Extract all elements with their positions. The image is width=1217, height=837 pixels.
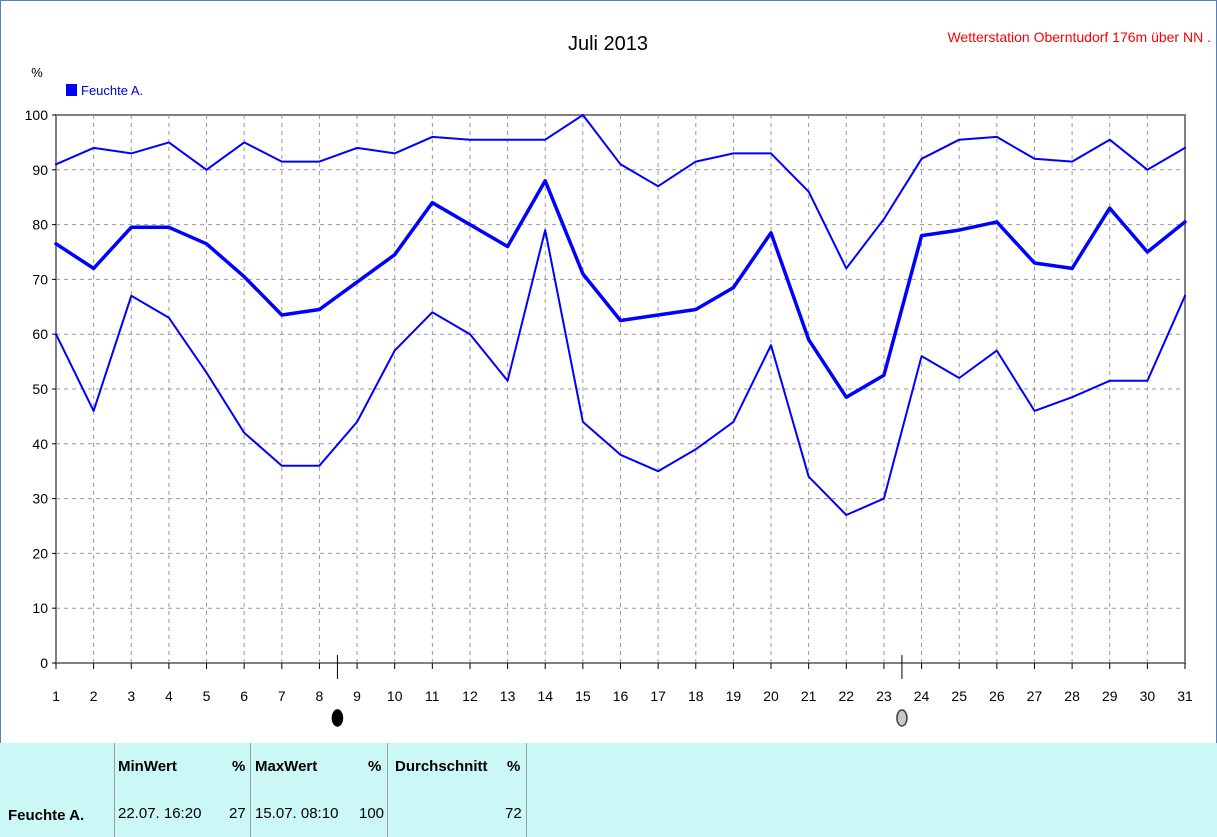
grid [56, 115, 1185, 663]
x-tick-label: 3 [127, 688, 135, 704]
x-tick-label: 1 [52, 688, 60, 704]
y-tick-label: 90 [32, 162, 48, 178]
x-tick-label: 27 [1027, 688, 1043, 704]
max-header: MaxWert [255, 758, 318, 775]
x-tick-label: 10 [387, 688, 403, 704]
x-tick-label: 17 [650, 688, 666, 704]
x-tick-label: 2 [90, 688, 98, 704]
x-tick-label: 28 [1064, 688, 1080, 704]
full-moon-icon [331, 709, 344, 727]
min-time: 22.07. 16:20 [118, 805, 202, 822]
y-tick-label: 80 [32, 217, 48, 233]
x-tick-label: 7 [278, 688, 286, 704]
avg-header: Durchschnitt [395, 758, 488, 775]
y-tick-label: 0 [40, 655, 48, 671]
min-value: 27 [229, 805, 246, 822]
y-tick-label: 20 [32, 545, 48, 561]
x-tick-label: 8 [316, 688, 324, 704]
y-tick-label: 30 [32, 491, 48, 507]
avg-unit-header: % [507, 758, 521, 775]
x-tick-label: 11 [425, 688, 440, 704]
x-tick-label: 15 [575, 688, 591, 704]
y-tick-label: 60 [32, 326, 48, 342]
max-time: 15.07. 08:10 [255, 805, 339, 822]
legend-label: Feuchte A. [81, 83, 143, 98]
y-tick-label: 10 [32, 600, 48, 616]
y-tick-label: 50 [32, 381, 48, 397]
series-line-2 [54, 179, 1187, 399]
moon-markers [331, 655, 908, 727]
x-tick-label: 26 [989, 688, 1005, 704]
x-tick-label: 30 [1140, 688, 1156, 704]
row-name: Feuchte A. [8, 807, 85, 824]
station-label: Wetterstation Oberntudorf 176m über NN . [947, 29, 1211, 45]
x-tick-label: 23 [876, 688, 892, 704]
x-tick-label: 24 [914, 688, 930, 704]
x-tick-label: 31 [1177, 688, 1193, 704]
y-tick-label: 100 [25, 107, 49, 123]
x-tick-label: 5 [203, 688, 211, 704]
x-tick-label: 14 [537, 688, 553, 704]
x-tick-label: 25 [951, 688, 967, 704]
x-tick-label: 29 [1102, 688, 1118, 704]
min-header: MinWert [118, 758, 177, 775]
max-unit-header: % [368, 758, 382, 775]
x-tick-label: 4 [165, 688, 173, 704]
x-tick-label: 12 [462, 688, 478, 704]
x-tick-label: 21 [801, 688, 817, 704]
x-tick-label: 22 [839, 688, 855, 704]
stats-divider [114, 743, 115, 837]
min-unit-header: % [232, 758, 246, 775]
stats-divider [387, 743, 388, 837]
max-value: 100 [359, 805, 385, 822]
series [54, 114, 1187, 516]
x-tick-label: 9 [353, 688, 361, 704]
avg-value: 72 [505, 805, 522, 822]
humidity-chart: Juli 2013 Wetterstation Oberntudorf 176m… [25, 29, 1211, 727]
x-tick-label: 6 [240, 688, 248, 704]
x-tick-label: 20 [763, 688, 779, 704]
new-moon-icon [896, 709, 908, 727]
x-tick-label: 18 [688, 688, 704, 704]
x-tick-label: 13 [500, 688, 516, 704]
y-tick-label: 40 [32, 436, 48, 452]
chart-title: Juli 2013 [568, 33, 648, 55]
stats-divider [526, 743, 527, 837]
stats-panel: MinWert % MaxWert % Durchschnitt % Feuch… [0, 743, 1217, 837]
series-line-1 [55, 114, 1186, 270]
legend-swatch [66, 84, 77, 96]
y-tick-label: 70 [32, 271, 48, 287]
series-line-3 [55, 229, 1186, 516]
x-tick-label: 16 [613, 688, 629, 704]
x-tick-label: 19 [726, 688, 742, 704]
y-unit-label: % [31, 65, 43, 80]
stats-divider [250, 743, 251, 837]
